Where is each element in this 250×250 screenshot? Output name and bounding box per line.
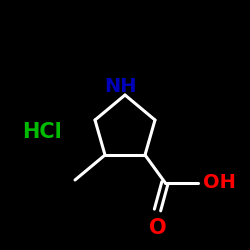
Text: HCl: HCl xyxy=(22,122,62,142)
Text: OH: OH xyxy=(202,173,235,192)
Text: NH: NH xyxy=(104,77,136,96)
Text: O: O xyxy=(149,218,166,238)
